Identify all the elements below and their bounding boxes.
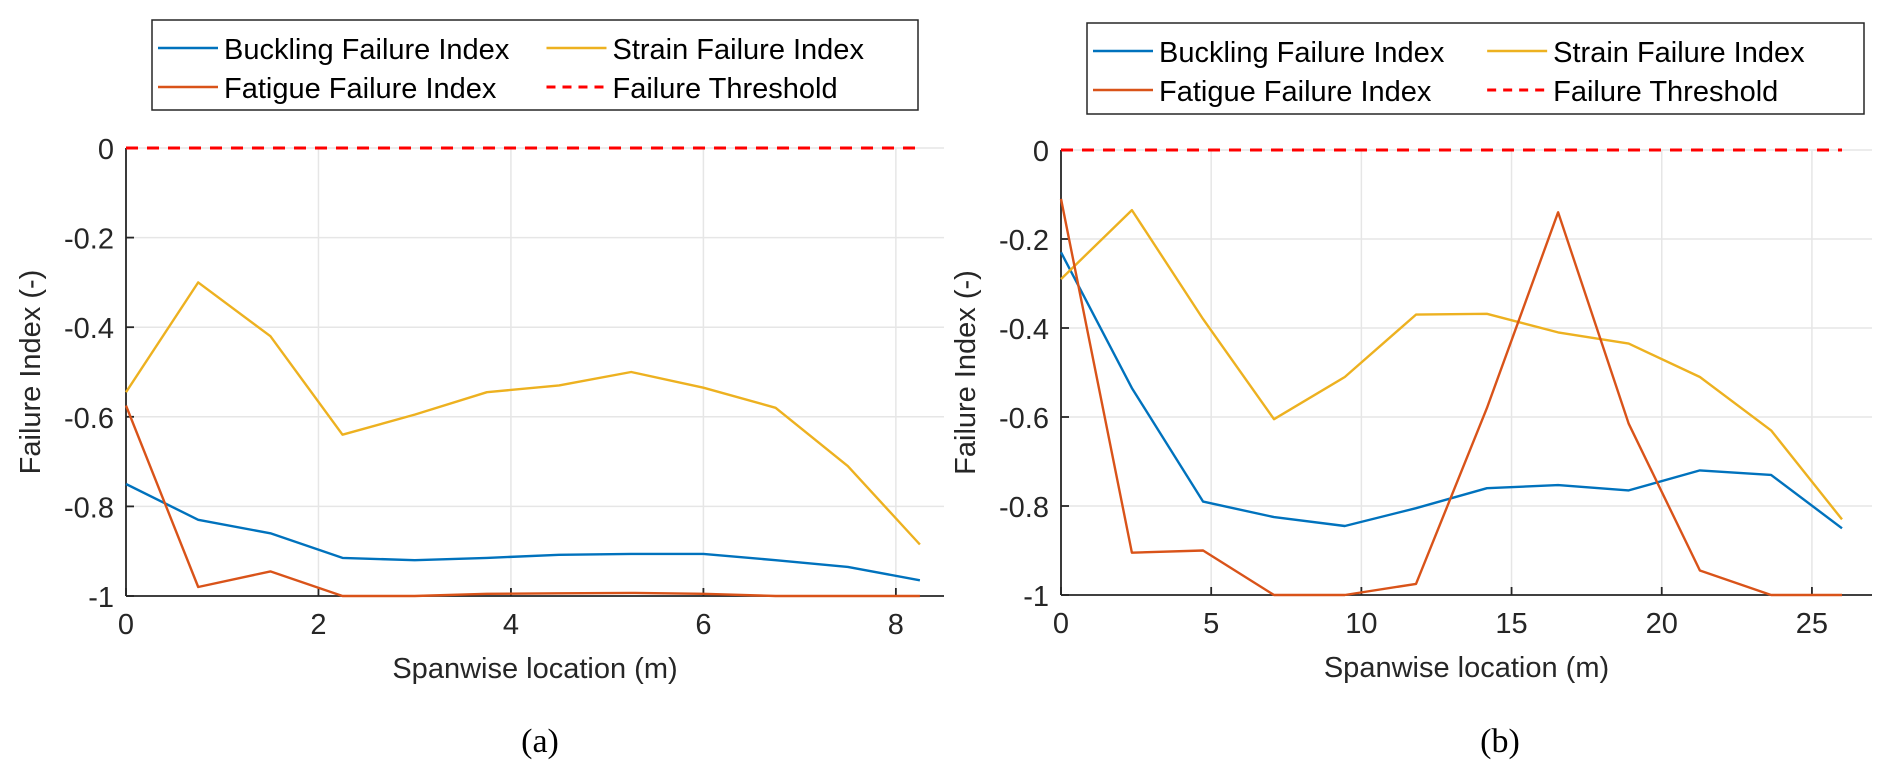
legend-label-failure-threshold: Failure Threshold: [612, 73, 837, 105]
panel-caption: (b): [1480, 723, 1520, 760]
legend-label-failure-threshold: Failure Threshold: [1553, 76, 1778, 108]
y-axis-label: Failure Index (-): [950, 270, 982, 475]
x-axis-label: Spanwise location (m): [392, 653, 677, 685]
x-tick-label: 6: [695, 609, 711, 641]
buckling-failure-index-line: [1059, 251, 1843, 530]
x-tick-label: 2: [310, 609, 326, 641]
x-tick-label: 0: [1053, 608, 1069, 640]
legend-label-strain-failure-index: Strain Failure Index: [1553, 37, 1805, 69]
y-tick-label: 0: [98, 134, 114, 166]
panel-b: 0 5 10 15 20 25 0 -0.2 -0.4 -0.6 -0.8 -1 Spanwise lo…: [950, 22, 1872, 760]
x-tick-label: 20: [1646, 608, 1678, 640]
legend-label-strain-failure-index: Strain Failure Index: [612, 34, 864, 66]
x-tick-label: 5: [1203, 608, 1219, 640]
y-tick-label: -0.2: [999, 225, 1049, 257]
x-axis-label: Spanwise location (m): [1324, 652, 1609, 684]
y-tick-label: -0.8: [999, 492, 1049, 524]
x-tick-label: 4: [503, 609, 519, 641]
buckling-failure-index-line: [125, 482, 921, 582]
x-tick-label: 0: [118, 609, 134, 641]
y-tick-label: -1: [88, 582, 114, 614]
legend: Buckling Failure Index Strain Failure Ind…: [151, 19, 919, 111]
series-group: [124, 146, 921, 598]
y-tick-label: -0.6: [999, 403, 1049, 435]
legend-box: [151, 19, 919, 111]
legend-label-fatigue-failure-index: Fatigue Failure Index: [1159, 76, 1432, 108]
legend-label-buckling-failure-index: Buckling Failure Index: [224, 34, 510, 66]
x-tick-label: 10: [1345, 608, 1377, 640]
x-tick-label: 8: [888, 609, 904, 641]
y-tick-label: -0.6: [64, 403, 114, 435]
y-tick-label: -0.4: [999, 314, 1049, 346]
y-tick-label: -0.4: [64, 313, 114, 345]
y-tick-label: -0.2: [64, 224, 114, 256]
y-tick-label: 0: [1033, 136, 1049, 168]
fatigue-failure-index-line: [124, 405, 920, 598]
x-tick-label: 15: [1495, 608, 1527, 640]
series-group: [1059, 148, 1843, 597]
panel-caption: (a): [521, 723, 559, 760]
grid: [1060, 149, 1872, 596]
y-tick-label: -1: [1023, 581, 1049, 613]
strain-failure-index-line: [1060, 208, 1843, 521]
y-axis-label: Failure Index (-): [15, 270, 47, 475]
fatigue-failure-index-line: [1059, 198, 1842, 597]
strain-failure-index-line: [124, 281, 921, 546]
x-tick-label: 25: [1796, 608, 1828, 640]
y-tick-label: -0.8: [64, 492, 114, 524]
legend-label-buckling-failure-index: Buckling Failure Index: [1159, 37, 1445, 69]
legend: Buckling Failure Index Strain Failure Ind…: [1086, 22, 1865, 115]
legend-box: [1086, 22, 1865, 115]
legend-label-fatigue-failure-index: Fatigue Failure Index: [224, 73, 497, 105]
panel-a: 0 2 4 6 8 0 -0.2 -0.4 -0.6 -0.8 -1 Spanwise locatio…: [15, 19, 944, 760]
